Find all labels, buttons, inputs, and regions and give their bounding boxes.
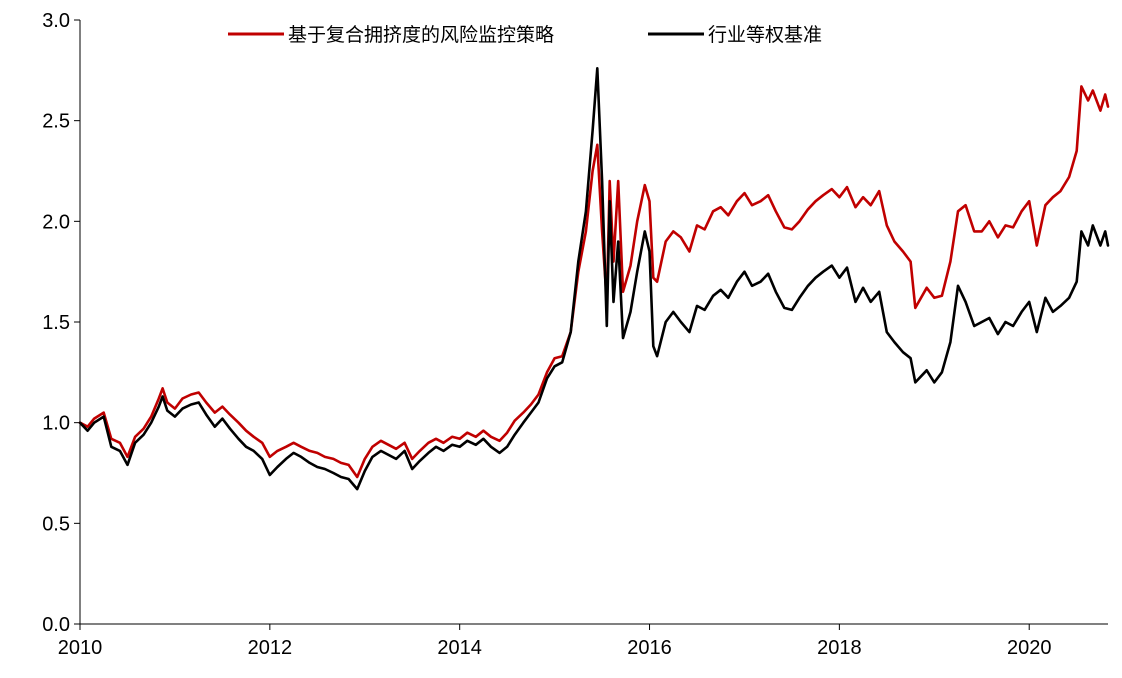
series-line-0 (78, 85, 1110, 479)
y-tick-label: 0.0 (42, 614, 70, 636)
y-tick-label: 1.0 (42, 413, 70, 435)
legend: 基于复合拥挤度的风险监控策略 行业等权基准 (228, 24, 822, 46)
x-tick-label: 2016 (627, 637, 672, 659)
x-tick-label: 2010 (58, 637, 103, 659)
axes: 0.0 0.5 1.0 1.5 2.0 2.5 3.0 2010 2012 2014 2016 201… (42, 10, 1108, 659)
series-layer (78, 67, 1110, 491)
x-tick-label: 2012 (248, 637, 293, 659)
legend-label-1: 行业等权基准 (708, 24, 822, 46)
x-tick-label: 2020 (1007, 637, 1052, 659)
series-line-1 (78, 67, 1110, 491)
x-tick-label: 2018 (817, 637, 862, 659)
y-tick-label: 0.5 (42, 513, 70, 535)
y-tick-label: 2.0 (42, 211, 70, 233)
y-tick-label: 1.5 (42, 312, 70, 334)
y-tick-label: 3.0 (42, 10, 70, 32)
legend-label-0: 基于复合拥挤度的风险监控策略 (288, 24, 554, 46)
y-tick-label: 2.5 (42, 111, 70, 133)
x-tick-label: 2014 (437, 637, 482, 659)
